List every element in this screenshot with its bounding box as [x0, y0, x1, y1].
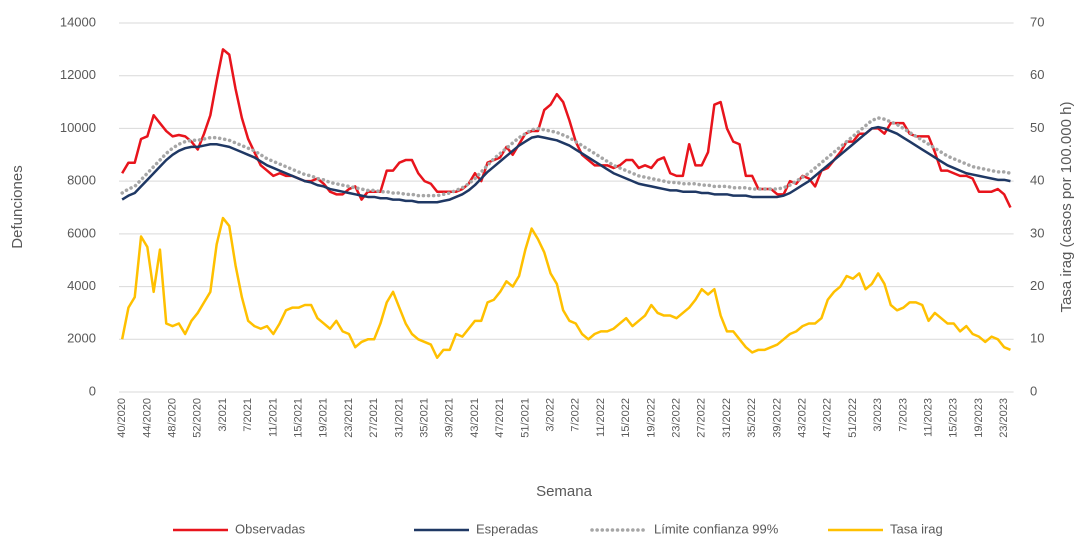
x-tick-label: 31/2021 — [393, 398, 405, 438]
x-axis-title: Semana — [536, 483, 593, 500]
x-tick-label: 7/2023 — [897, 398, 909, 432]
x-tick-label: 39/2022 — [771, 398, 783, 438]
x-tick-label: 43/2022 — [796, 398, 808, 438]
y-axis-title: Defunciones — [9, 165, 26, 248]
x-tick-label: 7/2022 — [570, 398, 582, 432]
y-tick-label: 14000 — [60, 14, 96, 29]
series-line — [120, 216, 1011, 359]
y2-tick-label: 40 — [1030, 173, 1044, 188]
legend-label: Observadas — [235, 521, 306, 536]
y-tick-label: 6000 — [67, 225, 96, 240]
y-tick-label: 2000 — [67, 331, 96, 346]
x-tick-label: 3/2021 — [217, 398, 229, 432]
y2-tick-label: 30 — [1030, 225, 1044, 240]
y-tick-label: 4000 — [67, 278, 96, 293]
x-tick-label: 11/2023 — [922, 398, 934, 437]
y2-tick-label: 10 — [1030, 331, 1044, 346]
y-tick-label: 0 — [89, 383, 96, 398]
x-tick-label: 11/2021 — [267, 398, 279, 437]
x-tick-label: 19/2022 — [645, 398, 657, 438]
x-tick-label: 15/2022 — [620, 398, 632, 438]
x-tick-label: 35/2022 — [746, 398, 758, 438]
x-tick-label: 51/2022 — [847, 398, 859, 438]
series-line — [121, 125, 1011, 204]
legend-label: Límite confianza 99% — [654, 521, 779, 536]
x-tick-label: 27/2021 — [368, 398, 380, 438]
x-tick-label: 23/2022 — [670, 398, 682, 438]
x-tick-label: 15/2021 — [292, 398, 304, 438]
x-tick-label: 52/2020 — [192, 398, 204, 438]
y-tick-label: 10000 — [60, 120, 96, 135]
x-tick-label: 27/2022 — [696, 398, 708, 438]
x-tick-label: 47/2022 — [822, 398, 834, 438]
x-tick-label: 11/2022 — [595, 398, 607, 437]
x-tick-label: 51/2021 — [519, 398, 531, 438]
x-tick-label: 7/2021 — [242, 398, 254, 432]
x-tick-label: 35/2021 — [418, 398, 430, 438]
x-tick-label: 23/2023 — [998, 398, 1010, 438]
y2-tick-label: 0 — [1030, 383, 1037, 398]
series-line — [120, 116, 1013, 198]
x-tick-label: 19/2023 — [973, 398, 985, 438]
x-tick-label: 3/2023 — [872, 398, 884, 432]
y2-tick-label: 50 — [1030, 120, 1044, 135]
x-tick-label: 31/2022 — [721, 398, 733, 438]
x-tick-label: 48/2020 — [166, 398, 178, 438]
x-tick-label: 43/2021 — [469, 398, 481, 438]
legend-label: Esperadas — [476, 521, 539, 536]
y2-tick-label: 20 — [1030, 278, 1044, 293]
x-tick-label: 23/2021 — [343, 398, 355, 438]
x-tick-label: 44/2020 — [141, 398, 153, 438]
x-tick-label: 19/2021 — [318, 398, 330, 438]
series-line — [121, 48, 1012, 209]
y-tick-label: 12000 — [60, 67, 96, 82]
y2-tick-label: 70 — [1030, 14, 1044, 29]
x-tick-label: 39/2021 — [444, 398, 456, 438]
x-tick-label: 47/2021 — [494, 398, 506, 438]
x-tick-label: 15/2023 — [948, 398, 960, 438]
x-tick-label: 40/2020 — [116, 398, 128, 438]
legend-label: Tasa irag — [890, 521, 943, 536]
y2-axis-title: Tasa irag (casos por 100.000 h) — [1058, 102, 1075, 313]
y2-tick-label: 60 — [1030, 67, 1044, 82]
y-tick-label: 8000 — [67, 173, 96, 188]
x-tick-label: 3/2022 — [544, 398, 556, 432]
